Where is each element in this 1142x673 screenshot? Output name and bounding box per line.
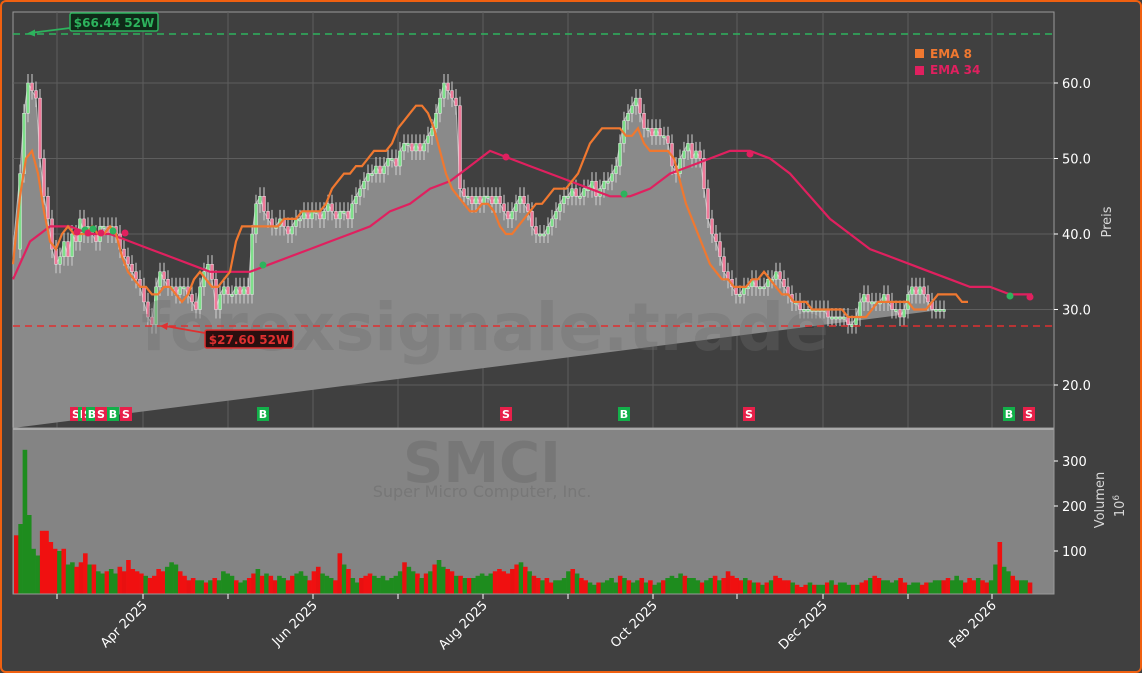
volume-unit: 106 bbox=[1112, 495, 1128, 518]
x-tick-label: Dec 2025 bbox=[776, 598, 831, 653]
signal-marker-sell: S bbox=[743, 407, 755, 421]
signal-marker-buy: B bbox=[1003, 407, 1015, 421]
legend-swatch-ema8 bbox=[915, 49, 924, 58]
candlesticks bbox=[18, 73, 946, 334]
price-axis: 20.0 30.0 40.0 50.0 60.0 bbox=[1053, 12, 1091, 428]
low-52w-label: $27.60 52W bbox=[209, 333, 289, 347]
svg-text:300: 300 bbox=[1062, 455, 1087, 470]
price-axis-title: Preis bbox=[1100, 206, 1115, 237]
arrow-icon bbox=[160, 322, 168, 330]
signal-marker-sell: S bbox=[95, 407, 107, 421]
svg-text:B: B bbox=[109, 408, 117, 421]
watermark: forexsignale.trade bbox=[141, 289, 829, 366]
svg-text:S: S bbox=[745, 408, 753, 421]
ema34-line bbox=[11, 149, 1032, 296]
signal-marker-sell: S bbox=[500, 407, 512, 421]
trade-signals: SBSBSBSBSBSBS bbox=[70, 407, 1035, 421]
x-tick-label: Jun 2025 bbox=[269, 598, 321, 650]
volume-axis: 100 200 300 bbox=[1053, 428, 1087, 594]
legend-ema34: EMA 34 bbox=[930, 63, 980, 77]
volume-bars bbox=[14, 449, 1033, 595]
legend-ema8: EMA 8 bbox=[930, 47, 972, 61]
svg-text:B: B bbox=[1005, 408, 1013, 421]
svg-text:S: S bbox=[97, 408, 105, 421]
svg-text:B: B bbox=[259, 408, 267, 421]
x-tick-label: Apr 2025 bbox=[98, 598, 151, 651]
svg-text:50.0: 50.0 bbox=[1062, 153, 1091, 168]
x-tick-label: Aug 2025 bbox=[436, 598, 491, 653]
svg-text:S: S bbox=[72, 408, 80, 421]
high-52w-label: $66.44 52W bbox=[74, 16, 154, 30]
arrow-icon bbox=[27, 29, 35, 37]
signal-marker-sell: S bbox=[1023, 407, 1035, 421]
x-tick-label: Feb 2026 bbox=[947, 598, 1000, 651]
svg-text:100: 100 bbox=[1062, 545, 1087, 560]
svg-text:40.0: 40.0 bbox=[1062, 228, 1091, 243]
signal-marker-buy: B bbox=[618, 407, 630, 421]
svg-text:B: B bbox=[620, 408, 628, 421]
volume-plot-area bbox=[12, 427, 1055, 595]
legend: EMA 8 EMA 34 bbox=[915, 47, 980, 77]
svg-text:60.0: 60.0 bbox=[1062, 77, 1091, 92]
signal-marker-buy: B bbox=[107, 407, 119, 421]
time-axis: Apr 2025 Jun 2025 Aug 2025 Oct 2025 Dec 2025… bbox=[13, 593, 1054, 653]
signal-marker-buy: B bbox=[257, 407, 269, 421]
svg-text:30.0: 30.0 bbox=[1062, 304, 1091, 319]
svg-text:200: 200 bbox=[1062, 500, 1087, 515]
volume-axis-title: Volumen bbox=[1093, 472, 1108, 529]
svg-text:S: S bbox=[122, 408, 130, 421]
ema-crossover-dots bbox=[73, 150, 1034, 301]
x-tick-label: Oct 2025 bbox=[608, 598, 661, 651]
company-watermark: Super Micro Computer, Inc. bbox=[373, 482, 592, 501]
svg-text:B: B bbox=[88, 408, 96, 421]
svg-text:20.0: 20.0 bbox=[1062, 379, 1091, 394]
legend-swatch-ema34 bbox=[915, 66, 924, 75]
signal-marker-sell: S bbox=[120, 407, 132, 421]
high-52w-annotation: $66.44 52W bbox=[27, 12, 159, 37]
symbol-watermark: SMCI bbox=[403, 431, 561, 496]
ema8-line bbox=[11, 104, 968, 319]
low-52w-annotation: $27.60 52W bbox=[160, 322, 294, 349]
svg-text:S: S bbox=[502, 408, 510, 421]
svg-text:S: S bbox=[1025, 408, 1033, 421]
